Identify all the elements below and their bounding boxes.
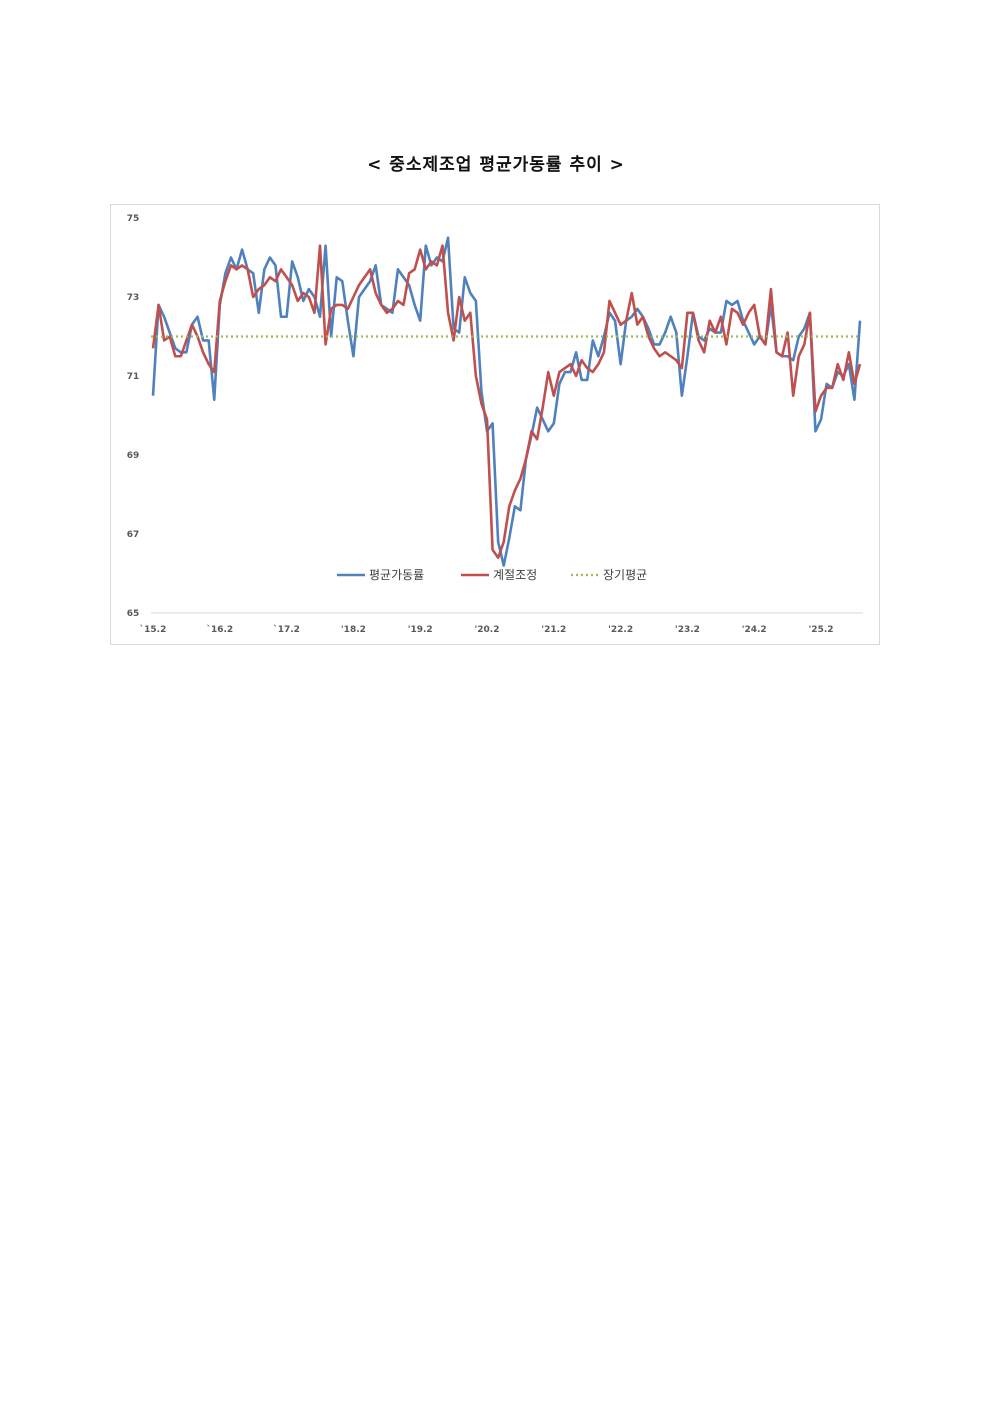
y-axis-ticks: 65 67 69 71 73 75 — [127, 214, 140, 619]
chart-frame: 65 67 69 71 73 75 `15.2 `16.2 `17.2 '18.2 '19.2 '2… — [110, 204, 880, 645]
x-axis-ticks: `15.2 `16.2 `17.2 '18.2 '19.2 '20.2 '21.2 '22.2… — [140, 624, 834, 635]
y-tick-label: 65 — [127, 609, 140, 619]
x-tick-label: '22.2 — [608, 625, 633, 635]
legend-average-utilization: 평균가동률 — [337, 568, 424, 582]
legend-long-term-average: 장기평균 — [571, 568, 647, 582]
x-tick-label: '21.2 — [541, 625, 566, 635]
legend-seasonally-adjusted: 계절조정 — [461, 568, 537, 582]
line-chart: 65 67 69 71 73 75 `15.2 `16.2 `17.2 '18.2 '19.2 '2… — [127, 214, 863, 635]
y-tick-label: 73 — [127, 293, 140, 303]
x-tick-label: `17.2 — [273, 624, 300, 635]
legend-label: 계절조정 — [493, 568, 537, 582]
x-tick-label: '23.2 — [675, 625, 700, 635]
x-tick-label: '19.2 — [408, 625, 433, 635]
page-title: < 중소제조업 평균가동률 추이 > — [367, 155, 625, 175]
y-tick-label: 75 — [127, 214, 140, 224]
x-tick-label: '18.2 — [341, 625, 366, 635]
x-tick-label: `16.2 — [206, 624, 233, 635]
series-layer — [151, 236, 862, 567]
y-tick-label: 67 — [127, 530, 140, 540]
x-tick-label: `15.2 — [140, 624, 167, 635]
legend-label: 장기평균 — [603, 568, 647, 582]
x-tick-label: '25.2 — [809, 625, 834, 635]
legend: 평균가동률 계절조정 장기평균 — [337, 568, 647, 582]
series-line-seasonally-adjusted — [151, 244, 862, 560]
y-tick-label: 69 — [127, 451, 140, 461]
y-tick-label: 71 — [127, 372, 140, 382]
legend-label: 평균가동률 — [369, 568, 424, 582]
x-tick-label: '24.2 — [742, 625, 767, 635]
x-tick-label: '20.2 — [475, 625, 500, 635]
series-line-average-utilization — [151, 236, 862, 567]
